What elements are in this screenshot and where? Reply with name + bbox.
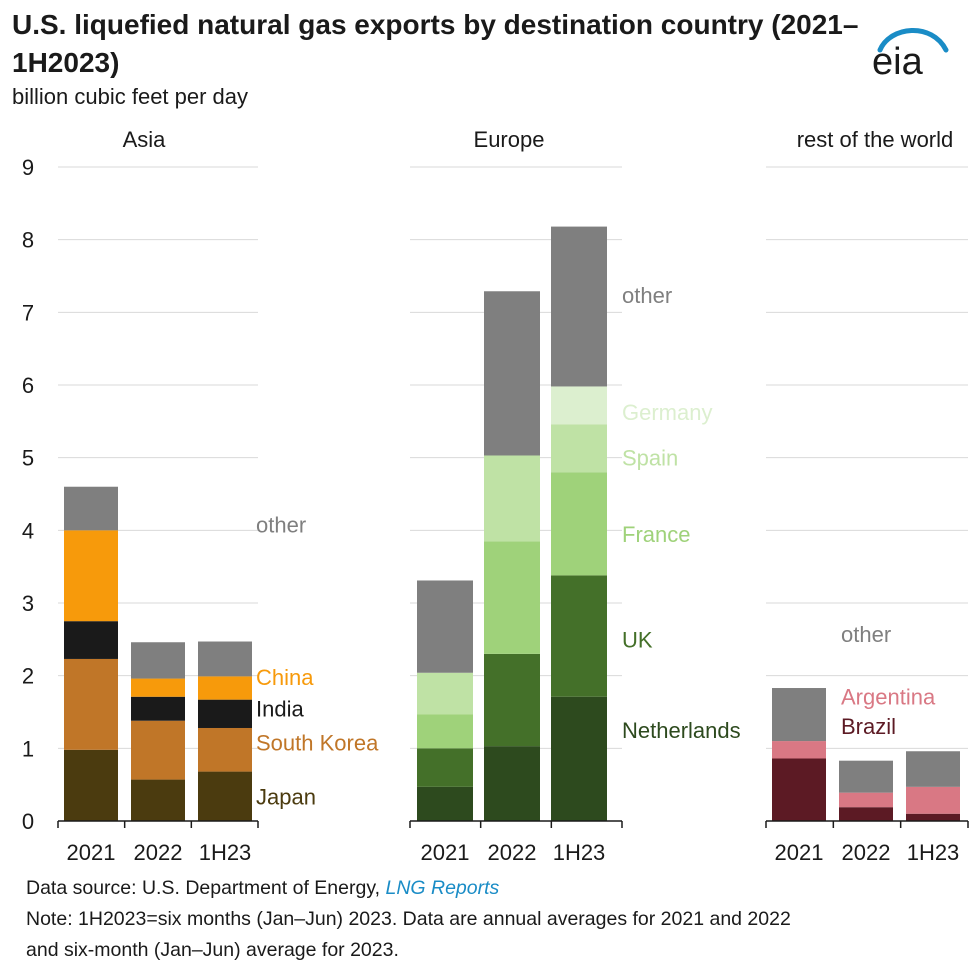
series-label-other: other <box>256 513 306 538</box>
y-tick-label: 0 <box>22 809 34 834</box>
y-tick-label: 9 <box>22 155 34 180</box>
bar-segment-netherlands-2022 <box>484 746 540 821</box>
bar-segment-other-2021 <box>417 580 473 673</box>
series-label-uk: UK <box>622 627 653 652</box>
bar-segment-india-2021 <box>64 621 118 659</box>
bar-segment-south-korea-1h23 <box>198 727 252 772</box>
y-tick-label: 1 <box>22 736 34 761</box>
panel-title-asia: Asia <box>123 127 167 152</box>
bar-segment-other-2021 <box>64 486 118 531</box>
bar-segment-other-2022 <box>484 291 540 456</box>
bar-segment-france-1h23 <box>551 472 607 576</box>
bar-segment-other-2021 <box>772 688 826 742</box>
chart-footer: Data source: U.S. Department of Energy, … <box>26 873 966 966</box>
bar-segment-other-1h23 <box>906 751 960 787</box>
bar-segment-france-2021 <box>417 714 473 749</box>
x-tick-label: 1H23 <box>907 840 960 865</box>
series-label-spain: Spain <box>622 446 678 471</box>
bar-segment-china-2021 <box>64 530 118 622</box>
series-label-brazil: Brazil <box>841 714 896 739</box>
bar-segment-brazil-2021 <box>772 758 826 821</box>
bar-segment-uk-1h23 <box>551 575 607 697</box>
bar-segment-india-1h23 <box>198 699 252 728</box>
stacked-bar-chart: 0 1 2 3 4 5 6 7 8 9 Asia 2021 2022 1H23 Europe 2021 2022… <box>22 127 969 865</box>
panel-title-rest-of-the-world: rest of the world <box>797 127 954 152</box>
bar-segment-south-korea-2022 <box>131 720 185 780</box>
bar-segment-japan-2022 <box>131 779 185 821</box>
note-line-1: Note: 1H2023=six months (Jan–Jun) 2023. … <box>26 908 791 930</box>
note-line-2: and six-month (Jan–Jun) average for 2023… <box>26 939 399 961</box>
series-label-other: other <box>622 283 672 308</box>
panel-title-europe: Europe <box>474 127 545 152</box>
bar-segment-uk-2022 <box>484 653 540 747</box>
bar-segment-netherlands-1h23 <box>551 696 607 821</box>
series-label-argentina: Argentina <box>841 685 936 710</box>
x-tick-label: 2021 <box>67 840 116 865</box>
y-tick-label: 6 <box>22 373 34 398</box>
y-tick-label: 3 <box>22 591 34 616</box>
bar-segment-brazil-1h23 <box>906 813 960 821</box>
source-line: Data source: U.S. Department of Energy, … <box>26 873 966 904</box>
series-label-india: India <box>256 696 304 721</box>
bar-segment-brazil-2022 <box>839 807 893 821</box>
y-tick-label: 2 <box>22 664 34 689</box>
bar-segment-other-2022 <box>131 642 185 679</box>
bar-segment-other-1h23 <box>551 226 607 387</box>
x-tick-label: 2022 <box>842 840 891 865</box>
bar-segment-japan-2021 <box>64 749 118 821</box>
bar-segment-argentina-1h23 <box>906 786 960 814</box>
series-label-japan: Japan <box>256 784 316 809</box>
series-label-other: other <box>841 622 891 647</box>
eia-logo-arc <box>877 28 949 53</box>
bar-segment-uk-2021 <box>417 748 473 787</box>
y-tick-label: 4 <box>22 518 34 543</box>
y-tick-label: 5 <box>22 446 34 471</box>
bar-segment-india-2022 <box>131 696 185 721</box>
x-tick-label: 2022 <box>134 840 183 865</box>
series-label-china: China <box>256 665 314 690</box>
bar-segment-japan-1h23 <box>198 771 252 821</box>
series-label-france: France <box>622 522 690 547</box>
bar-segment-argentina-2022 <box>839 792 893 808</box>
series-label-netherlands: Netherlands <box>622 718 741 743</box>
eia-logo-text: eia <box>872 41 924 83</box>
bar-segment-netherlands-2021 <box>417 786 473 821</box>
x-tick-label: 2021 <box>775 840 824 865</box>
bar-segment-argentina-2021 <box>772 741 826 759</box>
x-tick-label: 2022 <box>488 840 537 865</box>
bar-segment-spain-2022 <box>484 455 540 542</box>
bar-segment-germany-1h23 <box>551 386 607 425</box>
y-tick-label: 8 <box>22 228 34 253</box>
y-tick-label: 7 <box>22 300 34 325</box>
source-text: Data source: U.S. Department of Energy, <box>26 877 386 899</box>
bar-segment-france-2022 <box>484 541 540 654</box>
bar-segment-china-1h23 <box>198 676 252 700</box>
bar-segment-spain-1h23 <box>551 424 607 473</box>
x-tick-label: 1H23 <box>553 840 606 865</box>
series-label-germany: Germany <box>622 400 712 425</box>
bar-segment-other-2022 <box>839 760 893 793</box>
bar-segment-south-korea-2021 <box>64 658 118 750</box>
chart-title: U.S. liquefied natural gas exports by de… <box>12 9 859 78</box>
bar-segment-spain-2021 <box>417 672 473 715</box>
source-link[interactable]: LNG Reports <box>385 877 500 899</box>
bar-segment-other-1h23 <box>198 641 252 677</box>
eia-logo: eia <box>872 28 949 83</box>
unit-label: billion cubic feet per day <box>12 84 249 109</box>
series-label-south-korea: South Korea <box>256 731 379 756</box>
x-tick-label: 1H23 <box>199 840 252 865</box>
x-tick-label: 2021 <box>421 840 470 865</box>
bar-segment-china-2022 <box>131 678 185 697</box>
